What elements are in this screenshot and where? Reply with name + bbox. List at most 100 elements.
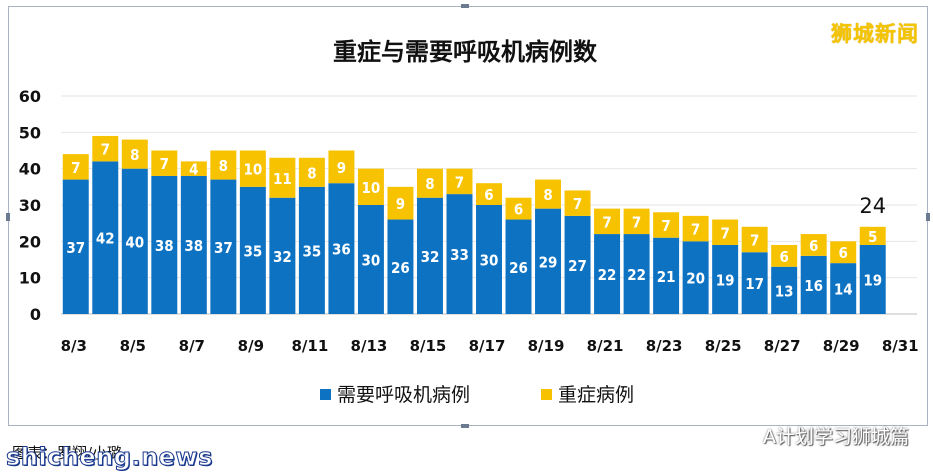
data-label-ventilator: 35 xyxy=(303,242,322,260)
data-label-ventilator: 16 xyxy=(804,277,823,295)
data-label-severe: 6 xyxy=(839,244,848,262)
legend-swatch xyxy=(320,389,331,400)
x-tick-label: 8/23 xyxy=(646,337,683,355)
bar-ventilator-8/9 xyxy=(239,186,266,314)
resize-handle-bottom[interactable] xyxy=(461,424,469,428)
bar-ventilator-8/18 xyxy=(505,219,532,314)
data-label-ventilator: 20 xyxy=(686,270,705,288)
bar-severe-8/26 xyxy=(741,226,768,253)
bars xyxy=(62,135,886,314)
data-label-severe: 6 xyxy=(484,186,493,204)
bar-ventilator-8/21 xyxy=(594,234,621,314)
bar-severe-8/24 xyxy=(682,215,709,242)
legend-label: 需要呼吸机病例 xyxy=(337,384,470,406)
bar-ventilator-8/22 xyxy=(623,234,650,314)
bar-severe-8/20 xyxy=(564,190,591,216)
bar-severe-8/23 xyxy=(653,212,680,238)
bar-severe-8/5 xyxy=(121,139,148,169)
x-tick-label: 8/29 xyxy=(823,337,860,355)
x-tick-label: 8/27 xyxy=(764,337,801,355)
resize-handle-left[interactable] xyxy=(6,213,10,221)
data-label-ventilator: 13 xyxy=(775,282,794,300)
x-tick-label: 8/7 xyxy=(179,337,205,355)
y-axis-ticks: 0 10 20 30 40 50 60 xyxy=(19,87,41,324)
site-watermark: shicheng.news xyxy=(6,443,213,472)
data-label-severe: 9 xyxy=(337,159,346,177)
data-label-severe: 5 xyxy=(868,228,877,246)
bar-severe-8/29 xyxy=(830,241,857,264)
data-label-ventilator: 30 xyxy=(480,252,499,270)
bar-ventilator-8/13 xyxy=(357,205,384,314)
watermark-logo: 狮城新闻 xyxy=(831,22,919,46)
data-label-ventilator: 29 xyxy=(539,253,558,271)
bar-ventilator-8/5 xyxy=(121,168,148,314)
x-tick-label: 8/5 xyxy=(120,337,146,355)
x-tick-label: 8/21 xyxy=(587,337,624,355)
data-label-severe: 9 xyxy=(396,195,405,213)
bar-ventilator-8/15 xyxy=(416,197,443,314)
bar-severe-8/11 xyxy=(298,157,325,187)
x-tick-label: 8/13 xyxy=(351,337,388,355)
data-label-ventilator: 40 xyxy=(125,233,144,251)
data-label-ventilator: 36 xyxy=(332,241,351,259)
bar-ventilator-8/28 xyxy=(800,255,827,314)
data-label-severe: 10 xyxy=(362,179,381,197)
bar-ventilator-8/8 xyxy=(210,179,237,314)
resize-handle-right[interactable] xyxy=(926,213,930,221)
data-label-ventilator: 38 xyxy=(155,237,174,255)
data-labels: 37 7 42 7 40 8 38 7 38 4 37 8 35 10 32 11 35 8 36 9 30 10 26 9 3… xyxy=(66,141,882,301)
data-label-severe: 7 xyxy=(160,155,169,173)
bar-severe-8/15 xyxy=(416,168,443,198)
data-label-severe: 8 xyxy=(425,175,434,193)
data-label-ventilator: 37 xyxy=(214,239,233,257)
source-caption: 图表：罗翔/小璐 xyxy=(12,444,123,462)
bar-severe-8/27 xyxy=(771,244,798,267)
bar-ventilator-8/11 xyxy=(298,186,325,314)
bar-severe-8/7 xyxy=(180,161,207,176)
bar-severe-8/17 xyxy=(476,183,502,205)
data-label-ventilator: 26 xyxy=(391,259,410,277)
bar-ventilator-8/10 xyxy=(269,197,296,314)
bar-ventilator-8/14 xyxy=(387,219,414,314)
bar-severe-8/8 xyxy=(210,150,237,180)
data-label-ventilator: 35 xyxy=(243,242,262,260)
annotations: 24 xyxy=(859,194,886,218)
x-tick-label: 8/9 xyxy=(238,337,264,355)
bar-ventilator-8/23 xyxy=(653,237,680,314)
x-tick-label: 8/15 xyxy=(410,337,447,355)
wechat-account-name: A计划学习狮城篇 xyxy=(763,426,909,448)
y-tick-label: 10 xyxy=(19,269,41,288)
data-label-severe: 7 xyxy=(573,195,582,213)
bar-severe-8/6 xyxy=(151,150,178,176)
bar-ventilator-8/7 xyxy=(180,175,207,314)
total-annotation: 24 xyxy=(859,194,886,218)
bar-severe-8/13 xyxy=(357,168,384,205)
x-tick-label: 8/19 xyxy=(528,337,565,355)
x-tick-label: 8/31 xyxy=(882,337,919,355)
bar-severe-8/22 xyxy=(623,208,650,235)
data-label-severe: 7 xyxy=(455,173,464,191)
bar-ventilator-8/19 xyxy=(535,208,562,314)
resize-handle-top[interactable] xyxy=(461,4,469,8)
bar-severe-8/19 xyxy=(535,179,562,209)
bar-ventilator-8/29 xyxy=(830,263,857,314)
data-label-severe: 8 xyxy=(130,146,139,164)
bar-ventilator-8/25 xyxy=(712,244,739,314)
legend: 需要呼吸机病例 重症病例 xyxy=(320,384,634,406)
y-tick-label: 30 xyxy=(19,196,41,215)
bar-severe-8/14 xyxy=(387,186,414,220)
bar-ventilator-8/16 xyxy=(446,194,473,314)
bar-ventilator-8/6 xyxy=(151,175,178,314)
data-label-severe: 10 xyxy=(243,161,262,179)
bar-severe-8/4 xyxy=(92,135,119,162)
legend-swatch xyxy=(541,389,552,400)
data-label-ventilator: 22 xyxy=(598,266,617,284)
data-label-severe: 4 xyxy=(189,161,198,179)
x-axis-ticks: 8/3 8/5 8/7 8/9 8/11 8/13 8/15 8/17 8/19 8/21 8/23… xyxy=(61,337,919,355)
data-label-ventilator: 26 xyxy=(509,259,528,277)
data-label-ventilator: 21 xyxy=(657,268,676,286)
bar-severe-8/9 xyxy=(239,150,266,187)
data-label-severe: 7 xyxy=(750,232,759,250)
data-label-severe: 11 xyxy=(273,170,292,188)
